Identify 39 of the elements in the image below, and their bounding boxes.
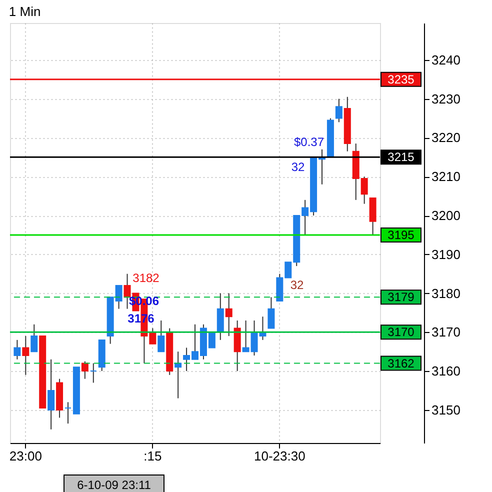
candlestick	[158, 320, 165, 352]
candlestick	[30, 324, 38, 352]
y-tick-label: 3220	[432, 130, 460, 146]
candlestick	[48, 358, 55, 430]
text: 6-10-09 23:11	[77, 478, 152, 492]
ref-line-label: 3162	[388, 356, 415, 370]
y-tick-label: 3240	[432, 52, 460, 68]
candlestick	[335, 98, 342, 123]
y-tick-label: 3200	[432, 208, 460, 223]
ref-line-label: 3170	[388, 325, 415, 340]
candlestick	[90, 362, 97, 384]
ref-line-label: 3215	[388, 150, 415, 164]
candlestick	[22, 336, 30, 376]
candlestick	[225, 292, 232, 337]
x-tick-label: 23:00	[9, 448, 42, 464]
candlestick	[234, 320, 241, 372]
annotation: 32	[291, 160, 305, 174]
candlestick	[81, 360, 88, 380]
y-tick-label: 3150	[432, 402, 460, 418]
ref-line-label: 3235	[388, 72, 415, 86]
annotation: 3182	[132, 271, 160, 285]
candlestick	[14, 339, 21, 360]
annotation: 32	[290, 278, 304, 292]
chart-title: 1 Min	[8, 4, 41, 19]
y-tick-label: 3190	[432, 246, 460, 262]
y-tick-label: 3170	[432, 324, 460, 340]
ref-line-label: 3179	[388, 290, 415, 304]
annotation: $0.37	[294, 135, 324, 149]
candlestick	[64, 402, 72, 424]
y-tick-label: 3230	[432, 91, 460, 106]
y-tick-label: 3160	[432, 364, 460, 379]
y-tick-label: 3180	[432, 286, 460, 301]
candlestick	[216, 292, 224, 340]
candlestick	[268, 296, 275, 329]
x-tick-label: 10-23:30	[254, 448, 306, 464]
x-tick-label: :15	[144, 448, 162, 464]
y-tick-label: 3210	[432, 169, 460, 184]
candlestick	[369, 198, 376, 236]
ref-line-label: 3195	[388, 228, 415, 242]
